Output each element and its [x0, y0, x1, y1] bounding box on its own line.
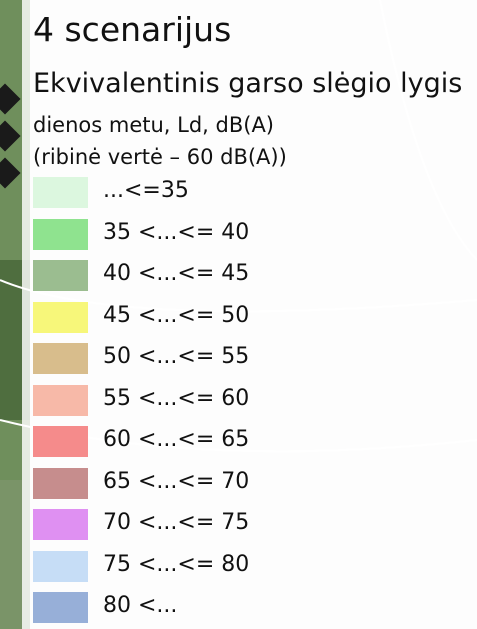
legend-swatch — [33, 550, 88, 582]
legend-label: 45 <...<= 50 — [103, 302, 250, 328]
legend-swatch — [33, 343, 88, 374]
legend-swatch — [33, 426, 88, 457]
legend-subtitle: (ribinė vertė – 60 dB(A)) — [33, 145, 287, 169]
legend-swatch — [33, 384, 88, 416]
legend-swatch — [33, 509, 88, 540]
legend-label: 70 <...<= 75 — [103, 510, 250, 535]
legend-subtitle: dienos metu, Ld, dB(A) — [33, 113, 274, 137]
legend-swatch — [33, 177, 88, 208]
legend-swatch — [33, 592, 88, 623]
legend-label: 65 <...<= 70 — [103, 468, 250, 494]
legend-label: 50 <...<= 55 — [103, 344, 250, 369]
legend-label: 55 <...<= 60 — [103, 385, 250, 411]
legend-label: ...<=35 — [103, 178, 189, 203]
legend-label: 40 <...<= 45 — [103, 261, 250, 286]
legend-swatch — [33, 467, 88, 499]
legend-panel — [22, 0, 477, 629]
map-symbol — [0, 83, 21, 189]
legend-subtitle: Ekvivalentinis garso slėgio lygis — [33, 68, 463, 99]
legend-label: 35 <...<= 40 — [103, 219, 250, 245]
legend-swatch — [33, 260, 88, 291]
legend-label: 75 <...<= 80 — [103, 551, 250, 577]
legend-title: 4 scenarijus — [33, 10, 232, 49]
legend-label: 60 <...<= 65 — [103, 427, 250, 452]
legend-swatch — [33, 218, 88, 250]
legend-label: 80 <... — [103, 593, 178, 618]
legend-swatch — [33, 301, 88, 333]
